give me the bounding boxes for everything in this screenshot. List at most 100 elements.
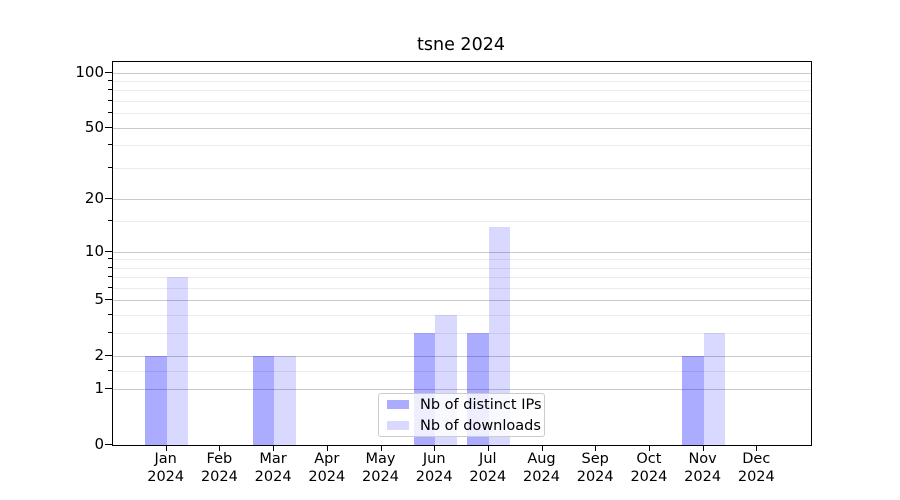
x-tick-label: Jun 2024 (392, 451, 476, 486)
bar-nov-distinct-ips (682, 356, 704, 445)
y-tick-label: 10 (84, 241, 104, 260)
x-tick-label-year: 2024 (469, 468, 507, 485)
y-minor-tick-mark (108, 220, 112, 222)
gridline-minor (113, 277, 811, 279)
x-tick-label: Jan 2024 (124, 451, 208, 486)
y-minor-tick-mark (108, 276, 112, 278)
bar-jul-downloads (488, 226, 511, 445)
y-minor-tick-mark (108, 287, 112, 288)
gridline-minor (113, 101, 811, 102)
x-tick-mark (273, 445, 275, 451)
x-tick-mark (326, 445, 328, 451)
x-tick-label-month: Nov (688, 451, 717, 467)
x-tick-label-year: 2024 (308, 468, 346, 485)
legend-item-distinct-ips: Nb of distinct IPs (387, 396, 544, 414)
x-tick-label-month: Jul (479, 451, 497, 467)
y-tick-mark (105, 355, 112, 357)
y-tick-mark (105, 126, 112, 128)
bar-jan-downloads (166, 277, 189, 445)
gridline-major (113, 127, 811, 129)
x-tick-mark (702, 445, 704, 451)
x-tick-label: Oct 2024 (607, 451, 691, 486)
x-tick-label: Mar 2024 (231, 451, 315, 486)
gridline-minor (113, 333, 811, 335)
x-tick-label: May 2024 (339, 451, 423, 486)
gridline-major (113, 72, 811, 74)
x-tick-label-month: Sep (581, 451, 609, 467)
y-minor-tick-mark (108, 112, 112, 114)
gridline-minor (113, 315, 811, 317)
x-tick-mark (595, 445, 597, 451)
x-tick-label: Sep 2024 (553, 451, 637, 486)
x-tick-label-year: 2024 (630, 468, 668, 485)
legend-label-distinct-ips: Nb of distinct IPs (420, 396, 542, 413)
x-tick-mark (219, 445, 221, 451)
gridline-major (113, 199, 811, 201)
y-minor-tick-mark (108, 314, 112, 316)
x-tick-label: Jul 2024 (446, 451, 530, 486)
x-tick-mark (487, 445, 489, 451)
gridline-minor (113, 90, 811, 92)
x-tick-label-year: 2024 (415, 468, 453, 485)
x-tick-mark (165, 445, 167, 451)
y-tick-label: 0 (94, 435, 104, 453)
x-tick-label-year: 2024 (362, 468, 399, 485)
y-minor-tick-mark (108, 166, 112, 168)
y-tick-mark (105, 198, 112, 200)
x-tick-mark (380, 445, 382, 451)
y-minor-tick-mark (108, 258, 112, 260)
gridline-major (113, 251, 811, 253)
gridline-minor (113, 259, 811, 261)
x-tick-mark (434, 445, 436, 451)
gridline-major (113, 356, 811, 358)
x-tick-label-month: Oct (636, 451, 662, 467)
x-tick-label-year: 2024 (684, 468, 722, 485)
y-minor-tick-mark (108, 144, 112, 146)
x-tick-label-year: 2024 (576, 468, 614, 485)
x-tick-mark (756, 445, 758, 451)
y-tick-label: 100 (75, 62, 104, 81)
y-minor-tick-mark (108, 89, 112, 91)
x-tick-mark (541, 445, 543, 451)
y-minor-tick-mark (108, 332, 112, 334)
x-tick-label: Dec 2024 (714, 451, 798, 486)
gridline-minor (113, 221, 811, 223)
gridline-minor (113, 371, 811, 373)
gridline-minor (113, 113, 811, 115)
plot-area: Nb of distinct IPs Nb of downloads (112, 61, 812, 446)
x-tick-label-year: 2024 (737, 468, 775, 485)
gridline-major (113, 300, 811, 302)
x-tick-label-month: Aug (527, 451, 556, 467)
x-tick-mark (648, 445, 650, 451)
y-tick-mark (105, 71, 112, 73)
y-tick-mark (105, 250, 112, 252)
x-tick-label-year: 2024 (254, 468, 292, 485)
bar-jan-distinct-ips (145, 356, 167, 445)
y-tick-mark (105, 299, 112, 301)
gridline-minor (113, 288, 811, 289)
y-tick-mark (105, 388, 112, 390)
x-tick-label-year: 2024 (200, 468, 238, 485)
x-tick-label: Feb 2024 (177, 451, 261, 486)
x-tick-label: Aug 2024 (500, 451, 584, 486)
bar-mar-downloads (274, 356, 296, 445)
x-tick-label-month: Apr (314, 451, 340, 467)
y-tick-mark (105, 444, 112, 445)
x-tick-label-month: May (365, 451, 396, 467)
y-minor-tick-mark (108, 370, 112, 372)
x-tick-label: Apr 2024 (285, 451, 369, 486)
y-minor-tick-mark (108, 266, 112, 268)
gridline-minor (113, 267, 811, 269)
legend-swatch-distinct-ips (387, 400, 409, 409)
legend-swatch-downloads (387, 421, 409, 430)
y-minor-tick-mark (108, 100, 112, 101)
bar-nov-downloads (703, 333, 726, 445)
y-tick-label: 20 (84, 189, 104, 208)
gridline-minor (113, 167, 811, 169)
bar-mar-distinct-ips (252, 356, 275, 445)
y-tick-label: 5 (94, 290, 104, 309)
x-tick-label: Nov 2024 (661, 451, 745, 486)
legend: Nb of distinct IPs Nb of downloads (378, 393, 545, 437)
y-tick-label: 2 (94, 346, 104, 365)
